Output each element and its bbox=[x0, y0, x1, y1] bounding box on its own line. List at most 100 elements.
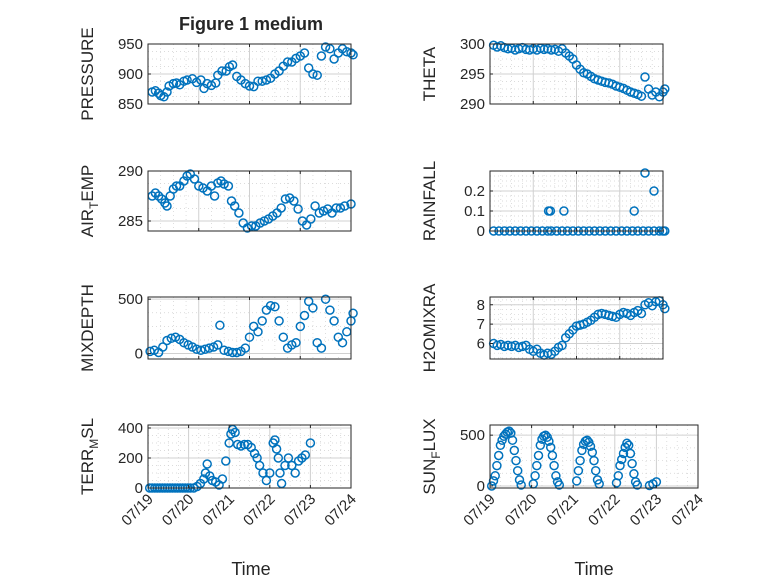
data-point bbox=[310, 201, 320, 211]
subplot-pressure: 850 900 950 PRESSURE bbox=[78, 27, 358, 121]
y-axis-label-5: H2OMIXRA bbox=[420, 283, 439, 372]
data-point bbox=[625, 448, 636, 459]
data-point bbox=[213, 340, 223, 350]
y-tick-label: 285 bbox=[118, 213, 143, 230]
axes-box bbox=[489, 424, 699, 489]
data-point bbox=[153, 191, 164, 201]
data-point bbox=[276, 203, 286, 213]
data-point bbox=[217, 474, 228, 484]
y-axis-label-2: AIRTEMP bbox=[78, 165, 101, 238]
data-point bbox=[512, 465, 523, 476]
y-tick-label: 200 bbox=[118, 450, 143, 467]
data-point bbox=[632, 480, 643, 490]
data-point bbox=[549, 460, 559, 471]
data-point bbox=[283, 453, 294, 463]
data-point bbox=[291, 337, 301, 348]
data-point bbox=[533, 450, 544, 461]
y-axis-label-3: RAINFALL bbox=[420, 161, 439, 241]
data-point bbox=[312, 70, 322, 80]
data-point bbox=[329, 316, 339, 326]
data-point bbox=[289, 196, 299, 206]
data-point bbox=[244, 81, 255, 91]
data-point bbox=[544, 436, 554, 447]
y-tick-label: 295 bbox=[460, 66, 485, 83]
y-tick-label: 900 bbox=[118, 66, 143, 83]
data-point bbox=[216, 176, 226, 186]
data-point bbox=[280, 460, 290, 471]
data-point bbox=[189, 174, 200, 184]
y-tick-label: 500 bbox=[118, 291, 143, 308]
data-point bbox=[290, 468, 300, 478]
data-point bbox=[331, 203, 341, 213]
y-axis-label-4: MIXDEPTH bbox=[78, 284, 97, 372]
data-point bbox=[274, 316, 284, 326]
x-axis-label-right: Time bbox=[574, 559, 613, 579]
data-point bbox=[227, 60, 238, 70]
data-point bbox=[162, 87, 172, 97]
data-point bbox=[293, 204, 303, 214]
data-point bbox=[308, 303, 318, 313]
data-point bbox=[221, 456, 231, 466]
data-point bbox=[339, 201, 350, 211]
data-point bbox=[613, 471, 624, 481]
data-point bbox=[551, 471, 561, 481]
data-point bbox=[204, 343, 215, 353]
data-point bbox=[514, 475, 525, 485]
data-point bbox=[299, 48, 310, 58]
data-point bbox=[234, 208, 244, 218]
data-point bbox=[622, 438, 632, 449]
data-point bbox=[593, 309, 603, 320]
data-point bbox=[320, 294, 331, 304]
data-point bbox=[316, 51, 327, 61]
data-point bbox=[230, 427, 240, 438]
data-point bbox=[636, 91, 647, 101]
data-point bbox=[539, 44, 549, 55]
data-point bbox=[159, 92, 169, 102]
y-tick-label: 290 bbox=[460, 96, 485, 113]
subplot-mixdepth: 0 500 MIXDEPTH bbox=[78, 284, 358, 372]
data-point bbox=[493, 450, 504, 461]
y-tick-label: 950 bbox=[118, 36, 143, 53]
data-point bbox=[299, 310, 310, 321]
data-point bbox=[516, 480, 526, 490]
data-point bbox=[280, 194, 291, 204]
data-point bbox=[265, 300, 276, 311]
data-point bbox=[316, 343, 327, 353]
data-point bbox=[559, 206, 569, 216]
data-point bbox=[271, 444, 282, 454]
data-point bbox=[232, 347, 242, 358]
data-point bbox=[244, 332, 255, 342]
plot-area bbox=[148, 425, 351, 488]
figure-title: Figure 1 medium bbox=[179, 14, 323, 34]
data-point bbox=[573, 465, 584, 476]
y-axis-label-6: TERRMSL bbox=[78, 418, 101, 495]
data-point bbox=[492, 460, 502, 471]
y-tick-label: 850 bbox=[118, 96, 143, 113]
y-tick-label: 500 bbox=[460, 427, 485, 444]
data-point bbox=[509, 445, 520, 456]
data-point bbox=[640, 72, 650, 82]
data-point bbox=[660, 303, 670, 314]
data-point bbox=[589, 455, 599, 466]
data-point bbox=[511, 455, 521, 466]
data-point bbox=[660, 84, 670, 94]
data-point bbox=[209, 191, 220, 201]
y-tick-label: 400 bbox=[118, 420, 143, 437]
data-point bbox=[554, 480, 565, 490]
data-point bbox=[348, 50, 358, 60]
data-point bbox=[254, 460, 265, 471]
data-point bbox=[325, 305, 335, 315]
data-point bbox=[270, 435, 280, 445]
data-point bbox=[270, 302, 280, 312]
data-point bbox=[577, 445, 587, 456]
data-point bbox=[282, 57, 293, 67]
data-point bbox=[229, 201, 240, 211]
data-point bbox=[575, 455, 585, 466]
data-point bbox=[629, 206, 639, 216]
data-point bbox=[590, 465, 601, 476]
data-point bbox=[532, 460, 542, 471]
data-point bbox=[490, 471, 500, 481]
y-tick-label: 0.2 bbox=[464, 183, 485, 200]
y-tick-label: 300 bbox=[460, 36, 485, 53]
